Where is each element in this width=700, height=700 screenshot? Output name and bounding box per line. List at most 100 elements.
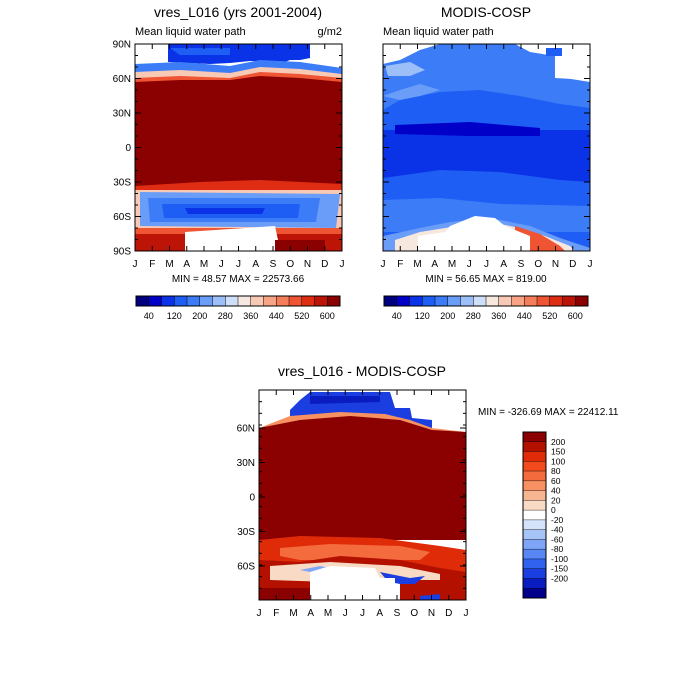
month-tick-label: F [273, 608, 279, 619]
colorbar-label: 520 [294, 311, 309, 321]
colorbar-swatch [161, 296, 175, 306]
colorbar-swatch [238, 296, 252, 306]
panel-model-units: g/m2 [318, 26, 342, 38]
month-tick-label: M [165, 259, 173, 270]
lat-tick-label: 30S [237, 527, 255, 538]
colorbar-swatch [523, 568, 546, 579]
colorbar-swatch [447, 296, 461, 306]
panel-diff-colorbar: 200150100806040200-20-40-60-80-100-150-2… [522, 431, 568, 599]
lat-tick-label: 60N [113, 74, 131, 85]
colorbar-label: -20 [551, 515, 564, 525]
colorbar-swatch [136, 296, 150, 306]
colorbar-swatch [422, 296, 436, 306]
month-tick-label: S [518, 259, 525, 270]
month-tick-label: A [500, 259, 507, 270]
month-tick-label: J [464, 608, 469, 619]
colorbar-swatch [212, 296, 226, 306]
month-tick-label: J [484, 259, 489, 270]
lat-tick-label: 60S [113, 212, 131, 223]
panel-diff-title: vres_L016 - MODIS-COSP [278, 363, 446, 379]
colorbar-swatch [327, 296, 341, 306]
month-tick-label: O [286, 259, 294, 270]
colorbar-swatch [314, 296, 328, 306]
colorbar-swatch [384, 296, 398, 306]
colorbar-frame [522, 431, 547, 599]
colorbar-swatch [523, 558, 546, 570]
colorbar-swatch [523, 519, 546, 530]
colorbar-swatch [511, 296, 525, 306]
colorbar-swatch [396, 296, 410, 306]
colorbar-swatch [263, 296, 277, 306]
panel-model-colorbar: 40 120 200 280 360 440 520 600 [135, 295, 341, 321]
month-tick-label: J [340, 259, 345, 270]
colorbar-label: -200 [551, 573, 568, 583]
colorbar-swatch [498, 296, 512, 306]
month-tick-label: J [236, 259, 241, 270]
month-tick-label: O [410, 608, 418, 619]
month-tick-label: D [569, 259, 576, 270]
month-tick-label: A [183, 259, 190, 270]
colorbar-swatch [549, 296, 563, 306]
panel-diff-field [259, 390, 466, 600]
colorbar-swatch [523, 451, 546, 462]
colorbar-label: -100 [551, 554, 568, 564]
colorbar-swatch [276, 296, 290, 306]
colorbar-label: 40 [392, 311, 402, 321]
month-tick-label: M [413, 259, 421, 270]
month-tick-label: A [431, 259, 438, 270]
colorbar-swatch [523, 539, 546, 550]
colorbar-swatch [460, 296, 474, 306]
colorbar-label: 600 [320, 311, 335, 321]
lat-tick-label: 0 [249, 493, 255, 504]
month-tick-label: S [270, 259, 277, 270]
panel-model-title: vres_L016 (yrs 2001-2004) [154, 4, 322, 20]
panel-obs-colorbar: 40 120 200 280 360 440 520 600 [383, 295, 589, 321]
colorbar-swatch [187, 296, 201, 306]
colorbar-label: 100 [551, 456, 565, 466]
colorbar-label: -60 [551, 534, 564, 544]
colorbar-label: 40 [551, 486, 561, 496]
colorbar-label: 60 [551, 476, 561, 486]
lat-tick-label: 60N [237, 424, 255, 435]
month-tick-label: N [552, 259, 559, 270]
panel-model: vres_L016 (yrs 2001-2004) Mean liquid wa… [113, 4, 345, 321]
colorbar-label: -150 [551, 564, 568, 574]
colorbar-swatch [225, 296, 239, 306]
month-tick-label: S [394, 608, 401, 619]
colorbar-swatch [409, 296, 423, 306]
month-tick-label: A [376, 608, 383, 619]
colorbar-label: 200 [192, 311, 207, 321]
colorbar-swatch [523, 549, 546, 560]
month-tick-label: J [381, 259, 386, 270]
month-tick-label: J [588, 259, 593, 270]
month-tick-label: M [200, 259, 208, 270]
colorbar-label: 40 [144, 311, 154, 321]
colorbar-swatch [523, 510, 546, 521]
colorbar-label: 440 [269, 311, 284, 321]
lat-tick-label: 90S [113, 247, 131, 258]
panel-obs-title: MODIS-COSP [441, 4, 531, 20]
colorbar-label: 120 [415, 311, 430, 321]
colorbar-label: 80 [551, 466, 561, 476]
colorbar-label: 280 [218, 311, 233, 321]
month-tick-label: F [397, 259, 403, 270]
colorbar-swatch [523, 529, 546, 540]
colorbar-swatch [473, 296, 487, 306]
panel-model-stats: MIN = 48.57 MAX = 22573.66 [172, 274, 305, 285]
colorbar-swatch [486, 296, 500, 306]
colorbar-swatch [250, 296, 264, 306]
colorbar-label: 200 [551, 437, 565, 447]
month-tick-label: J [133, 259, 138, 270]
colorbar-label: 150 [551, 447, 565, 457]
colorbar-label: 280 [466, 311, 481, 321]
colorbar-label: 120 [167, 311, 182, 321]
lat-tick-label: 90N [113, 40, 131, 51]
colorbar-swatch [301, 296, 315, 306]
month-tick-label: D [321, 259, 328, 270]
colorbar-label: 360 [491, 311, 506, 321]
month-tick-label: N [428, 608, 435, 619]
colorbar-label: -80 [551, 544, 564, 554]
